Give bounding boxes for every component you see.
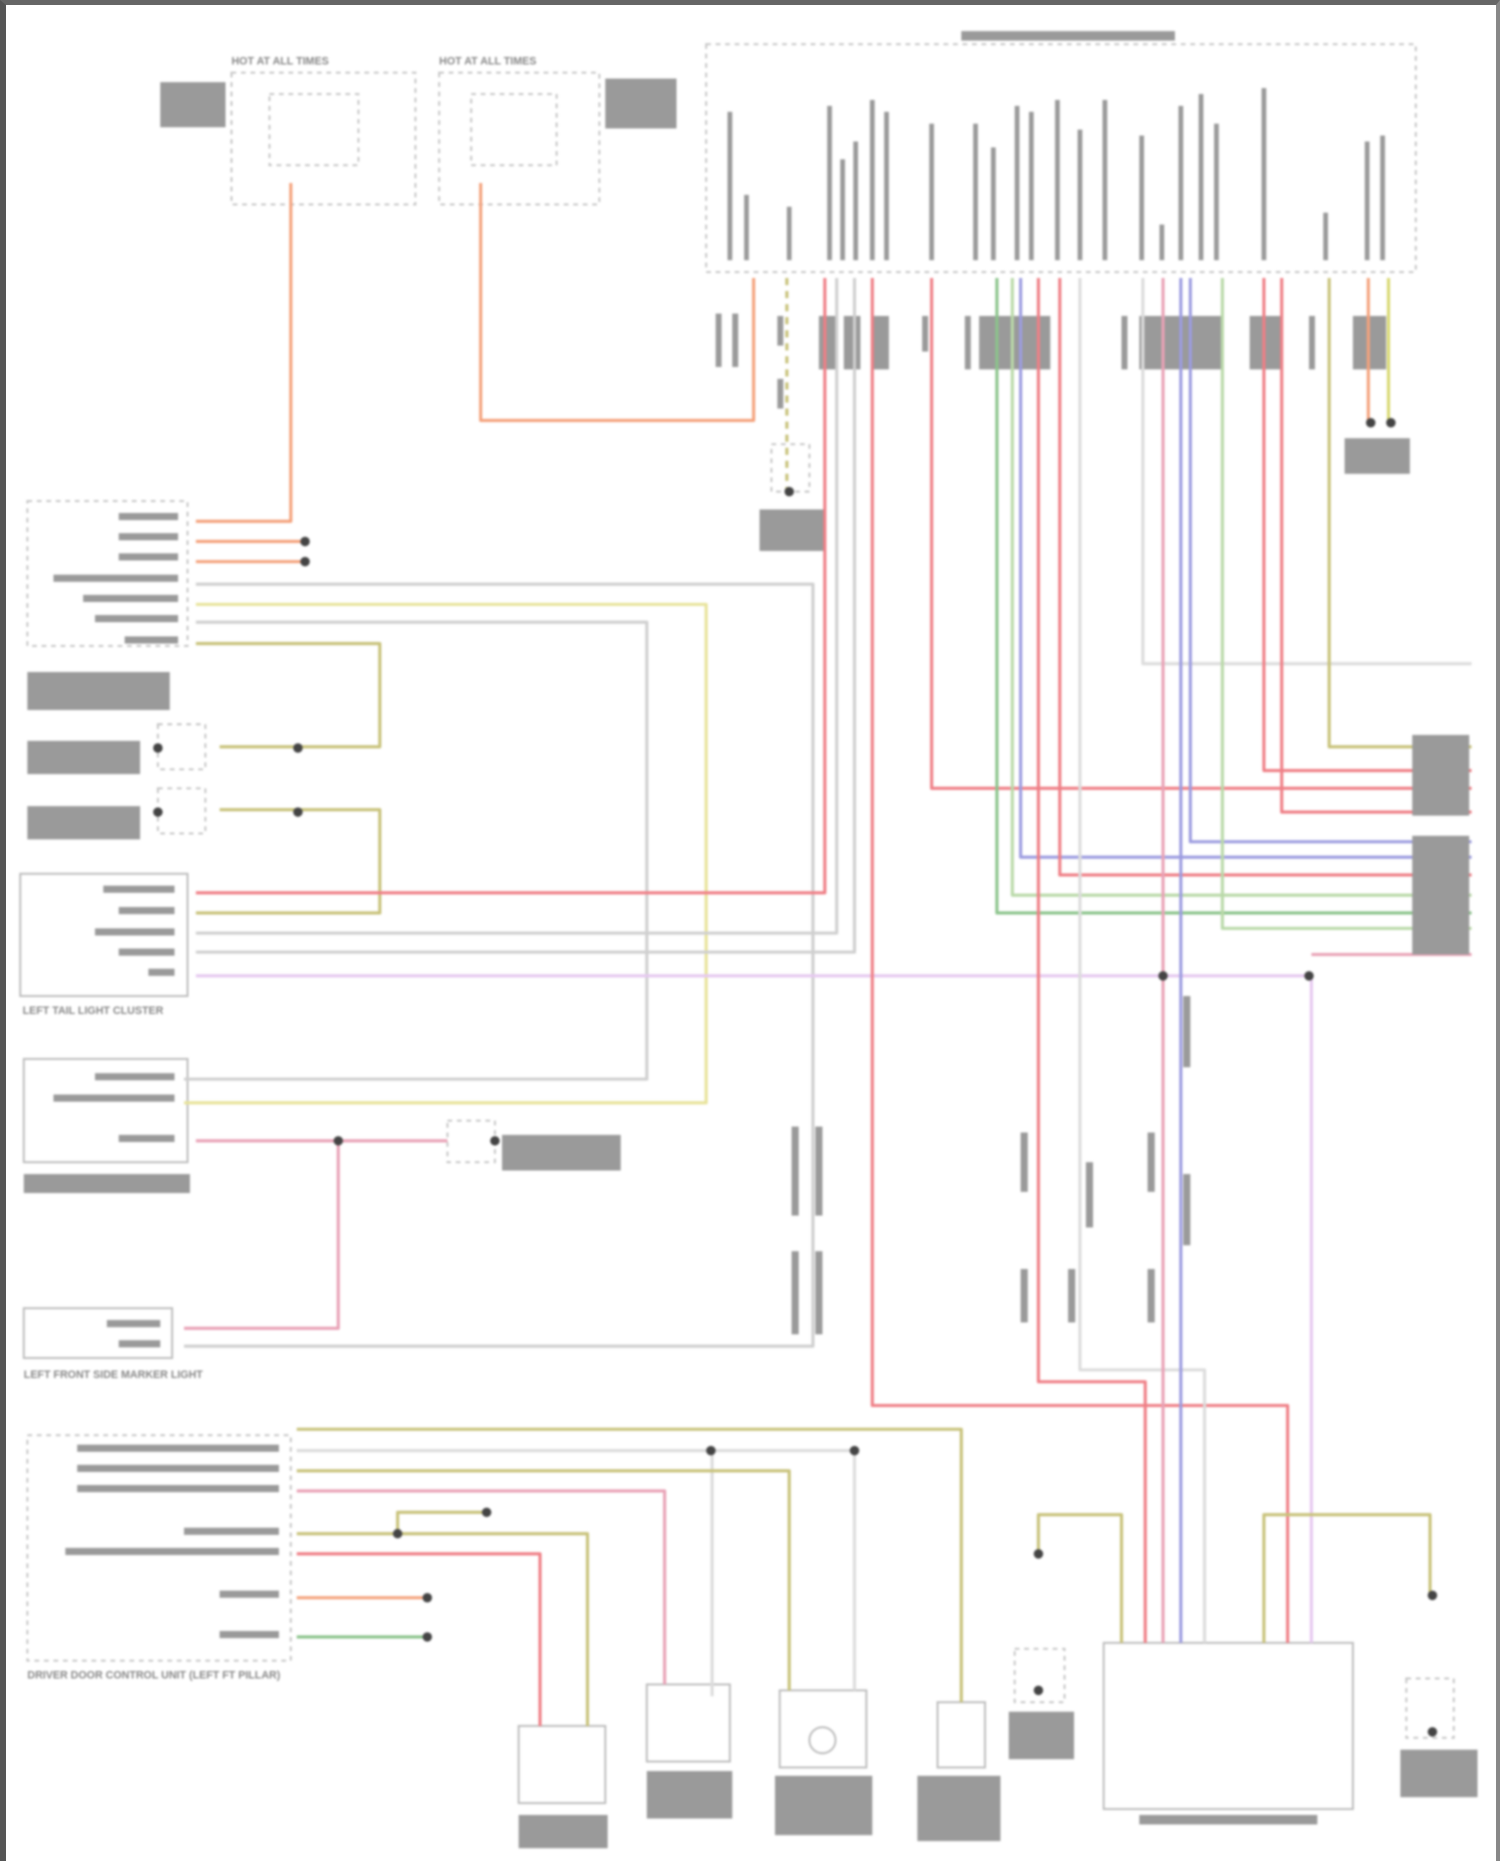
wire-red-tail: [195, 277, 827, 895]
wire-red-870: [1036, 277, 1147, 1643]
wire-door-red: [296, 1552, 542, 1726]
wire-green-848: [1010, 277, 1472, 897]
fuse-right-caption: HOT AT ALL TIMES: [439, 55, 536, 67]
wire-grey-905: [1078, 277, 1207, 1643]
wire-red-780: [930, 277, 1472, 790]
wire-door-olive-3: [296, 1532, 590, 1726]
wire-green-835: [995, 277, 1472, 915]
wire-olive-hl: [195, 641, 382, 749]
wiring-diagram: HOT AT ALL TIMES HOT AT ALL TIMES: [19, 31, 1478, 1849]
tail-light-caption: LEFT TAIL LIGHT CLUSTER: [23, 1005, 164, 1017]
wire-door-pink: [296, 1489, 667, 1685]
wire-olive-rear-l: [1036, 1513, 1124, 1643]
bottom-components: [27, 443, 1478, 1849]
fuse-box-right: HOT AT ALL TIMES: [438, 55, 677, 206]
wire-red-730: [870, 277, 1290, 1643]
wire-door-grey-1: [296, 1449, 714, 1697]
wire-red-1060: [1262, 277, 1472, 773]
wire-grey-hl: [184, 582, 815, 1348]
wire-grey-2: [184, 620, 649, 1081]
wire-pink-marker: [184, 1140, 340, 1330]
wire-door-olive-2: [296, 1427, 963, 1703]
connector-pins-right: [1412, 734, 1470, 955]
wire-olive-2: [195, 808, 382, 915]
driver-door-control-unit: DRIVER DOOR CONTROL UNIT (LEFT FT PILLAR…: [26, 1434, 292, 1681]
wire-purple-855: [1019, 277, 1472, 859]
wire-lgreen-1025: [1220, 277, 1472, 930]
wires: [184, 183, 1472, 1726]
wire-red-1075: [1280, 277, 1472, 814]
wire-door-olive-1: [296, 1469, 791, 1691]
wire-id-labels: [715, 313, 1410, 1335]
wire-olive-1115: [1327, 277, 1472, 749]
wire-yellow-hl: [184, 602, 708, 1105]
door-unit-caption: DRIVER DOOR CONTROL UNIT (LEFT FT PILLAR…: [27, 1669, 280, 1681]
wire-orange-1: [195, 183, 293, 523]
side-marker-caption: LEFT FRONT SIDE MARKER LIGHT: [24, 1369, 204, 1381]
splice-dots: [153, 418, 1438, 1737]
control-unit: [705, 31, 1417, 273]
wire-grey-958: [1141, 277, 1472, 666]
left-front-headlight: [26, 500, 189, 710]
left-front-turn-signal: [22, 1057, 190, 1194]
wire-grey-tail-1: [195, 277, 839, 935]
control-unit-pin-labels: [727, 88, 1385, 261]
wire-grey-tail-2: [195, 277, 857, 954]
wire-purple-998: [1188, 277, 1472, 844]
wire-red-888: [1058, 277, 1472, 877]
wire-door-grey-2: [296, 1449, 857, 1691]
wire-door-olive-4: [396, 1510, 487, 1534]
wire-orange-2: [479, 183, 756, 422]
fuse-left-caption: HOT AT ALL TIMES: [231, 55, 328, 67]
left-front-side-marker-light: LEFT FRONT SIDE MARKER LIGHT: [22, 1307, 204, 1381]
left-tail-light-cluster: LEFT TAIL LIGHT CLUSTER: [19, 872, 189, 1017]
fuse-box-left: HOT AT ALL TIMES: [160, 55, 417, 206]
wire-olive-rear-r: [1262, 1513, 1432, 1643]
